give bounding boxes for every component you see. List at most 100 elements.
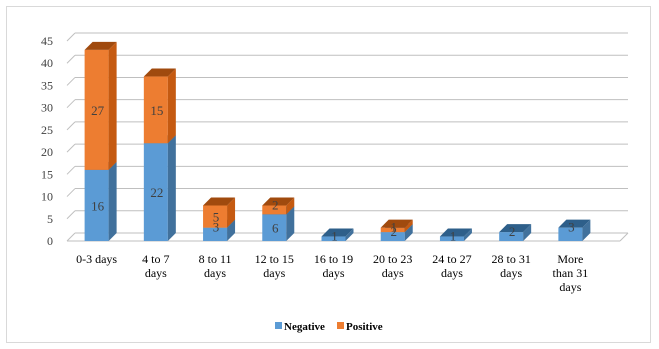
bar-front <box>380 227 405 233</box>
bars <box>84 41 591 241</box>
x-tick-label: 24 to 27 days <box>432 252 471 280</box>
y-axis-ticks: 0 5 10 15 20 25 30 35 40 45 <box>41 34 53 248</box>
bar-side <box>108 41 117 170</box>
data-label-negative: 22 <box>150 185 163 200</box>
bar-side <box>167 135 176 241</box>
y-tick-label: 0 <box>47 234 53 248</box>
data-label-negative: 3 <box>213 220 220 235</box>
bar-front <box>203 227 228 241</box>
bar-negative <box>439 228 472 241</box>
bar-top <box>439 228 472 237</box>
legend-item-positive: Positive <box>337 321 383 333</box>
bar-front <box>143 143 168 241</box>
gridline-diag <box>66 210 76 220</box>
y-tick-label: 10 <box>41 190 53 204</box>
floor-edge-side <box>619 232 629 242</box>
bar-side <box>345 228 354 241</box>
bar-negative <box>499 224 532 241</box>
bar-top <box>499 224 532 233</box>
x-tick-label: 0-3 days <box>76 252 117 266</box>
x-tick-label: 4 to 7 days <box>142 252 169 280</box>
bar-positive <box>143 68 176 144</box>
legend-swatch <box>337 322 344 329</box>
data-label-positive: 27 <box>91 103 105 118</box>
bar-top <box>321 228 354 237</box>
data-label-positive: 2 <box>272 197 279 212</box>
bar-positive <box>380 219 413 233</box>
legend-item-negative: Negative <box>275 321 325 333</box>
bar-top <box>262 197 295 206</box>
bar-side <box>463 228 472 241</box>
x-tick-label: 20 to 23 days <box>373 252 412 280</box>
gridline-diag <box>66 121 76 131</box>
y-tick-label: 40 <box>41 56 53 70</box>
y-tick-label: 25 <box>41 123 53 137</box>
bar-front <box>380 232 405 241</box>
bar-front <box>262 214 287 241</box>
bar-top <box>143 68 176 77</box>
data-label-negative: 1 <box>450 229 457 244</box>
gridline-diag <box>66 99 76 109</box>
y-tick-label: 15 <box>41 167 53 181</box>
legend: Negative Positive <box>275 321 383 333</box>
bar-positive <box>203 197 236 228</box>
bar-top <box>203 197 236 206</box>
data-label-negative: 6 <box>272 221 279 236</box>
bar-negative <box>558 219 591 241</box>
gridline-diag <box>66 77 76 86</box>
data-label-negative: 3 <box>568 220 575 235</box>
bar-positive <box>262 197 295 215</box>
legend-label: Positive <box>346 321 383 333</box>
x-tick-label: 8 to 11 days <box>199 252 232 280</box>
data-label-negative: 1 <box>331 229 338 244</box>
bar-side <box>404 224 413 241</box>
x-tick-label: More than 31 days <box>553 252 589 294</box>
bar-side <box>167 68 176 144</box>
bar-top <box>558 219 591 228</box>
bar-positive <box>84 41 117 170</box>
x-tick-label: 16 to 19 days <box>314 252 353 280</box>
y-tick-label: 35 <box>41 78 53 92</box>
bar-negative <box>84 161 117 241</box>
bar-side <box>582 219 591 241</box>
bar-side <box>227 219 236 241</box>
legend-label: Negative <box>284 321 325 333</box>
data-label-negative: 2 <box>509 224 516 239</box>
bar-side <box>404 219 413 233</box>
gridline-diag <box>66 143 76 153</box>
bar-front <box>203 205 228 228</box>
y-tick-label: 30 <box>41 101 53 115</box>
x-axis-ticks: 0-3 days 4 to 7 days 8 to 11 days 12 to 15 day… <box>76 252 588 294</box>
bar-side <box>227 197 236 228</box>
bar-side <box>286 197 295 215</box>
bar-side <box>286 206 295 241</box>
data-label-positive: 5 <box>213 210 220 225</box>
bar-front <box>499 232 524 241</box>
gridline-diag <box>66 54 76 64</box>
bar-negative <box>321 228 354 241</box>
bar-front <box>558 227 583 241</box>
bar-top <box>380 219 413 228</box>
legend-swatch <box>275 322 282 329</box>
gridline-diag <box>66 188 76 197</box>
y-tick-label: 20 <box>41 145 53 159</box>
x-tick-label: 12 to 15 days <box>255 252 294 280</box>
bar-front <box>143 76 168 144</box>
bar-side <box>523 224 532 241</box>
data-label-negative: 2 <box>390 224 397 239</box>
y-tick-label: 45 <box>41 34 53 48</box>
bar-front <box>84 49 109 170</box>
gridline-diag <box>66 165 76 175</box>
gridline-diag <box>66 32 76 42</box>
bar-side <box>108 161 117 241</box>
data-label-positive: 15 <box>150 103 163 118</box>
bar-front <box>262 205 287 215</box>
gridline-diag <box>66 232 76 242</box>
bar-front <box>439 236 464 241</box>
y-tick-label: 5 <box>47 212 53 226</box>
bar-front <box>84 169 109 241</box>
x-tick-label: 28 to 31 days <box>491 252 530 280</box>
bar-front <box>321 236 346 241</box>
